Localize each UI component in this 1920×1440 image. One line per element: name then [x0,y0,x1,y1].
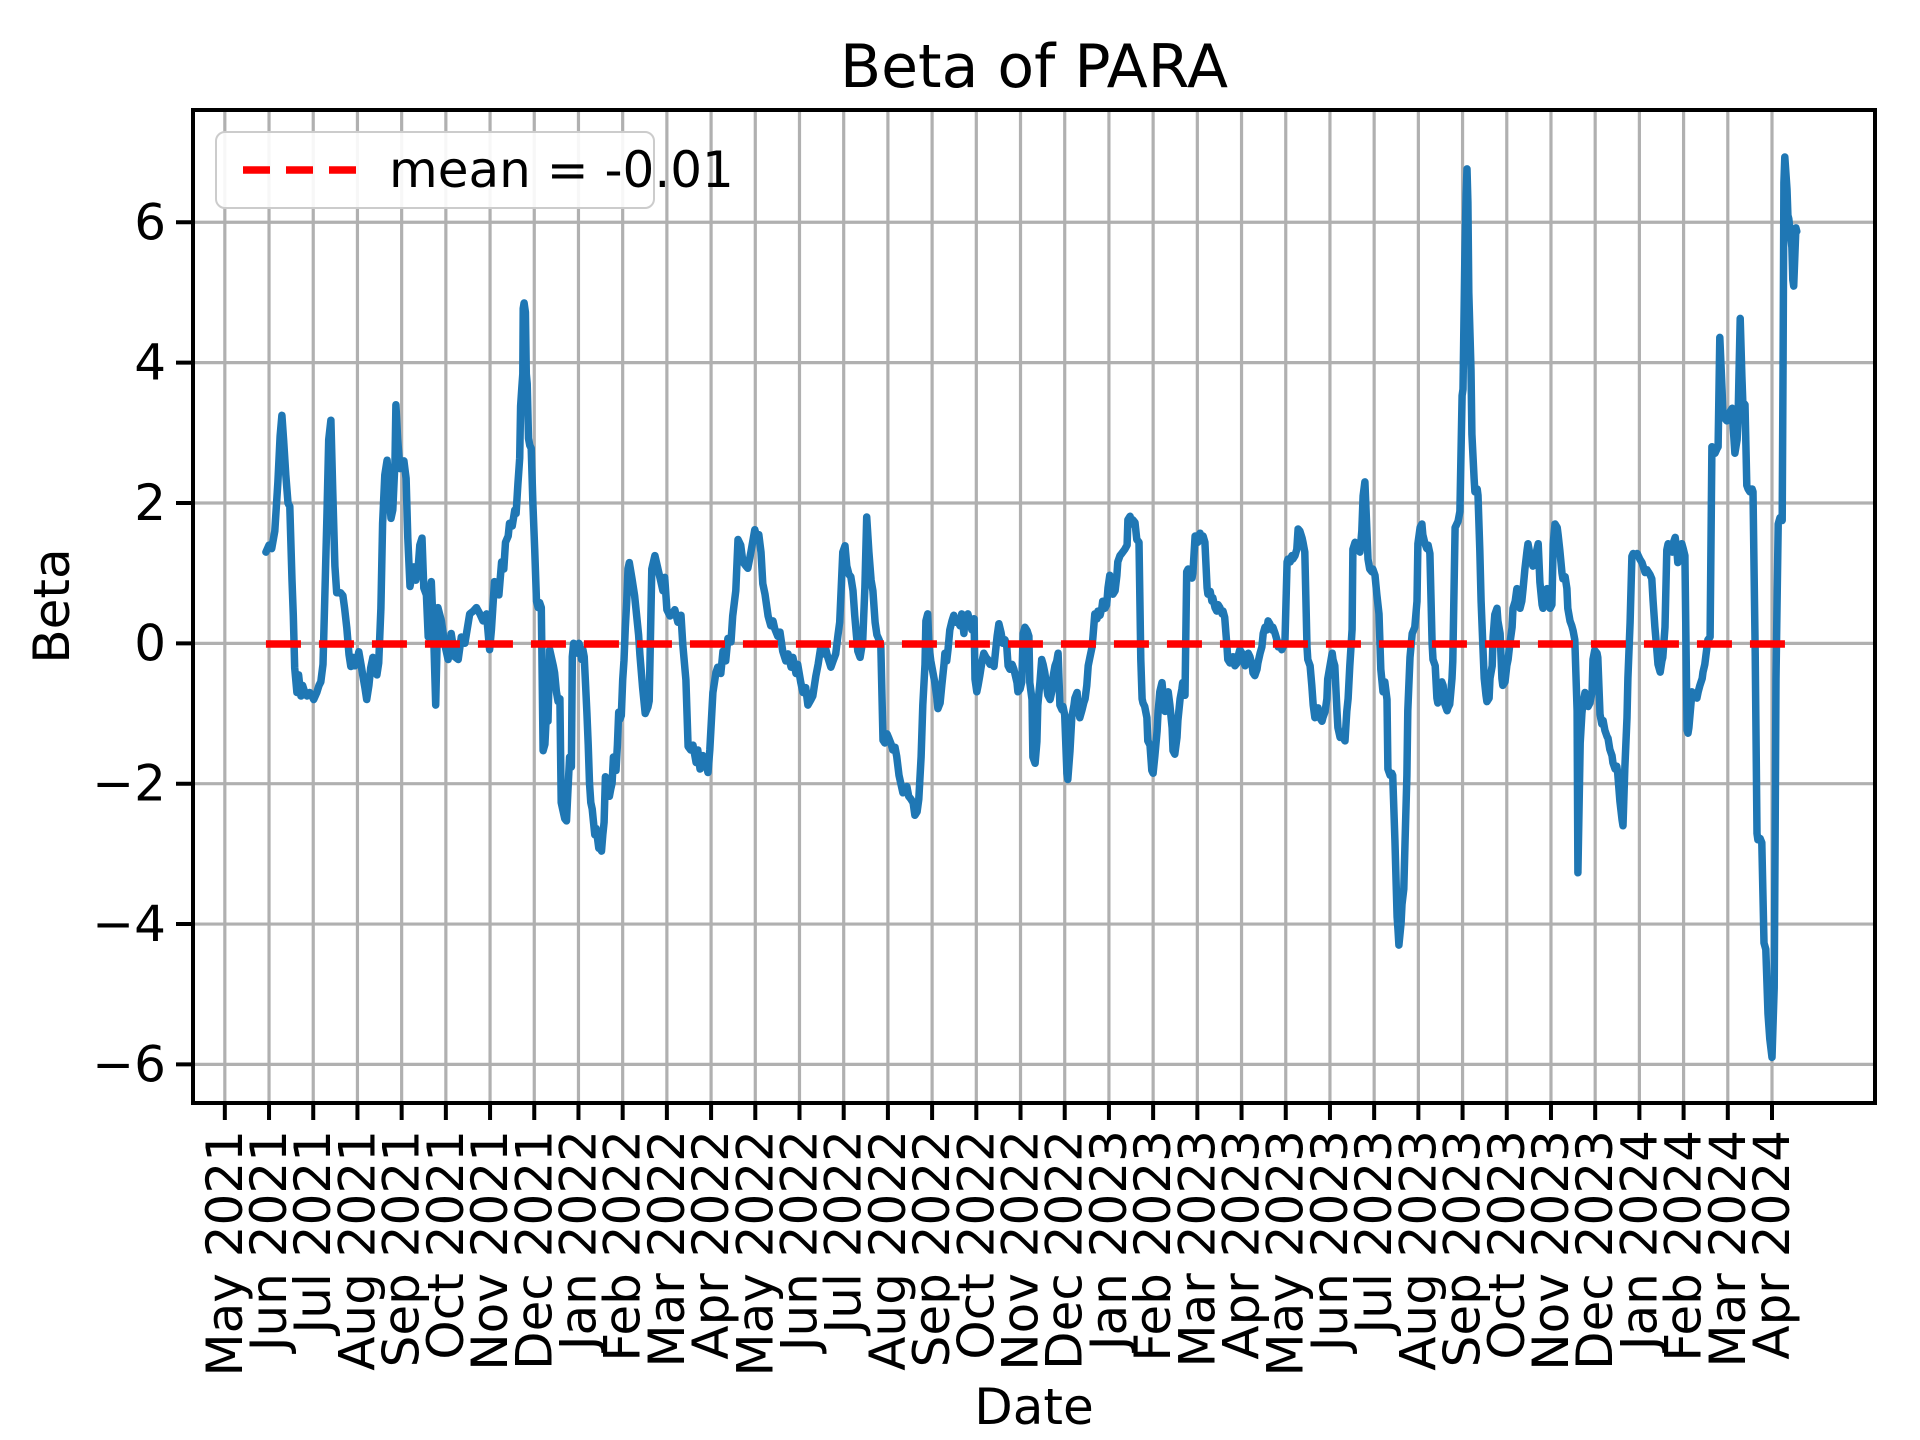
x-tick-label: Sep 2023 [1434,1130,1492,1367]
x-tick-label: Aug 2021 [328,1130,386,1371]
x-tick-label: Oct 2023 [1478,1130,1536,1360]
x-tick-label: Nov 2022 [992,1130,1050,1371]
x-tick-label: Jul 2021 [284,1130,342,1336]
y-tick-label: 6 [134,193,166,251]
y-tick-label: −4 [92,895,166,953]
y-tick-label: 0 [134,614,166,672]
legend-label: mean = -0.01 [389,141,734,199]
legend: mean = -0.01 [215,131,734,209]
x-tick-label: Aug 2022 [859,1130,917,1371]
x-tick-label: Oct 2021 [417,1130,475,1360]
x-tick-label: Jun 2022 [770,1130,828,1354]
x-tick-label: Mar 2024 [1699,1130,1757,1367]
y-tick-label: 4 [134,334,166,392]
x-tick-label: Jul 2023 [1345,1130,1403,1336]
x-tick-label: Jun 2023 [1301,1130,1359,1354]
x-tick-label: Jan 2024 [1610,1130,1668,1353]
x-tick-label: Jul 2022 [815,1130,873,1336]
x-tick-label: Apr 2023 [1213,1130,1271,1360]
x-tick-label: Dec 2022 [1036,1130,1094,1370]
y-tick-label: −6 [92,1035,166,1093]
x-tick-label: Feb 2023 [1124,1130,1182,1362]
x-tick-label: May 2023 [1257,1130,1315,1377]
x-tick-label: Apr 2024 [1743,1130,1801,1360]
y-tick-label: −2 [92,755,166,813]
y-tick-label: 2 [134,474,166,532]
x-tick-label: Sep 2022 [903,1130,961,1367]
x-tick-label: Dec 2023 [1566,1130,1624,1370]
x-tick-label: Oct 2022 [947,1130,1005,1360]
x-tick-label: Jun 2021 [240,1130,298,1354]
x-tick-label: Nov 2021 [461,1130,519,1371]
x-tick-label: Aug 2023 [1389,1130,1447,1371]
chart-title: Beta of PARA [839,32,1229,102]
axes-spines [191,108,1877,1105]
x-tick-label: Nov 2023 [1522,1130,1580,1371]
x-tick-label: Jan 2022 [549,1130,607,1353]
x-tick-label: Sep 2021 [373,1130,431,1367]
x-tick-label: Apr 2022 [682,1130,740,1360]
x-tick-label: Dec 2021 [505,1130,563,1370]
x-tick-label: May 2021 [196,1130,254,1377]
x-tick-label: Mar 2022 [638,1130,696,1367]
x-axis-title: Date [974,1378,1094,1436]
x-tick-label: Jan 2023 [1080,1130,1138,1353]
x-tick-label: May 2022 [726,1130,784,1377]
x-tick-label: Mar 2023 [1168,1130,1226,1367]
legend-dashed-line-sample [243,166,359,174]
beta-series-line [262,153,1801,1062]
x-tick-label: Feb 2024 [1655,1130,1713,1362]
x-tick-label: Feb 2022 [594,1130,652,1362]
